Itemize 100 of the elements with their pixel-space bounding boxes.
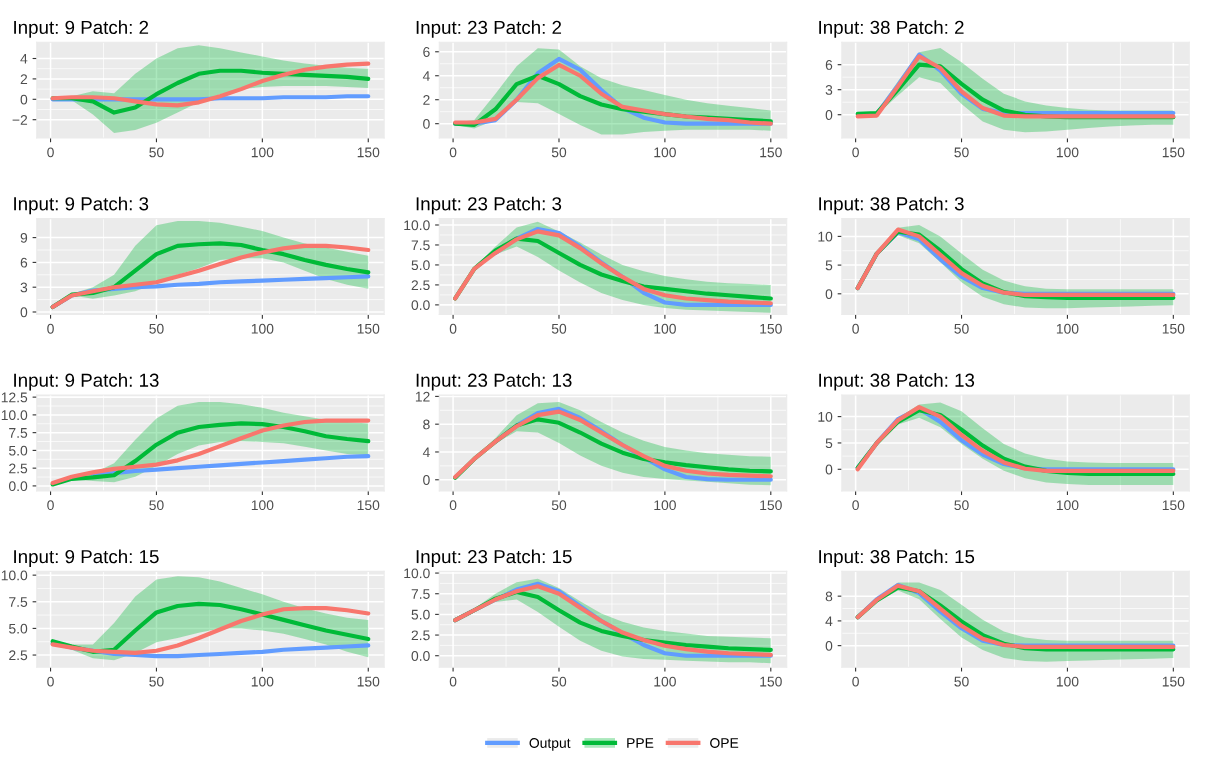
y-tick-label: 8 (825, 591, 833, 602)
y-tick-label: 5.0 (9, 623, 28, 634)
x-tick-label: 50 (149, 323, 164, 334)
y-tick-label: 2.5 (411, 280, 430, 291)
x-tick-label: 150 (760, 676, 782, 687)
y-tick-label: 0 (423, 475, 430, 485)
x-tick-label: 0 (47, 500, 54, 511)
y-tick-label: 0 (20, 94, 28, 105)
chart-title: Input: 23 Patch: 2 (416, 20, 562, 38)
y-tick-label: 10 (818, 411, 833, 422)
y-tick-label: 0 (825, 289, 833, 299)
line-series (453, 229, 773, 306)
x-tick-label: 150 (760, 323, 782, 334)
x-tick-label: 0 (47, 147, 54, 158)
x-tick-label: 100 (1056, 147, 1079, 158)
y-tick-label: 12.5 (1, 392, 28, 403)
x-tick-label: 50 (954, 147, 969, 158)
x-tick-label: 150 (1162, 147, 1185, 158)
x-tick-label: 50 (551, 500, 567, 511)
x-tick-label: 50 (954, 500, 969, 511)
x-tick-label: 100 (251, 147, 274, 158)
chart-title: Input: 38 Patch: 2 (819, 20, 964, 38)
y-tick-label: 7.5 (9, 597, 28, 607)
y-tick-label: 0 (423, 119, 430, 129)
y-tick-label: 4 (825, 616, 833, 626)
x-tick-label: 150 (357, 676, 380, 687)
y-tick-label: 0 (825, 640, 833, 651)
line-series (50, 61, 371, 108)
y-tick-label: 2.5 (9, 463, 28, 474)
x-tick-label: 100 (1056, 500, 1079, 511)
x-tick-label: 0 (449, 323, 457, 334)
y-tick-label: 0 (825, 464, 833, 475)
x-tick-label: 0 (47, 676, 54, 687)
x-tick-label: 50 (149, 147, 164, 158)
chart-title: Input: 9 Patch: 3 (14, 196, 149, 215)
x-tick-label: 100 (1056, 323, 1079, 334)
x-tick-label: 50 (954, 676, 969, 687)
y-tick-label: −2 (12, 115, 28, 125)
y-tick-label: 5.0 (9, 445, 28, 456)
chart-title: Input: 38 Patch: 13 (819, 373, 975, 391)
y-tick-label: 10.0 (1, 570, 28, 581)
legend-label: OPE (710, 738, 739, 748)
x-tick-label: 100 (654, 323, 676, 334)
y-tick-label: 4 (20, 53, 28, 64)
y-tick-label: 3 (825, 85, 833, 95)
x-tick-label: 100 (251, 676, 274, 687)
y-tick-label: 8 (423, 419, 430, 430)
x-tick-label: 100 (251, 500, 274, 511)
y-tick-label: 4 (422, 447, 430, 458)
x-tick-label: 50 (954, 323, 969, 334)
x-tick-label: 0 (852, 147, 859, 158)
y-tick-label: 10.0 (404, 220, 430, 231)
y-tick-label: 2.5 (411, 630, 430, 641)
x-tick-label: 50 (551, 147, 567, 158)
legend-label: PPE (627, 738, 654, 748)
y-tick-label: 6 (20, 257, 28, 268)
y-tick-label: 10.0 (404, 568, 430, 579)
chart-title: Input: 9 Patch: 15 (14, 549, 159, 567)
y-tick-label: 5 (825, 438, 833, 449)
y-tick-label: 10.0 (1, 410, 28, 421)
x-tick-label: 150 (1162, 500, 1185, 511)
chart-title: Input: 23 Patch: 3 (416, 196, 562, 215)
y-tick-label: 9 (20, 232, 28, 243)
chart-title: Input: 23 Patch: 13 (416, 373, 572, 391)
y-tick-label: 0.0 (8, 481, 28, 492)
chart-title: Input: 38 Patch: 3 (819, 196, 964, 215)
x-tick-label: 0 (449, 676, 457, 687)
y-tick-label: 2.5 (9, 650, 28, 661)
x-tick-label: 100 (654, 676, 676, 687)
x-tick-label: 150 (760, 500, 782, 511)
y-tick-label: 6 (423, 47, 430, 57)
x-tick-label: 50 (551, 676, 567, 687)
line-series (90, 453, 371, 478)
x-tick-label: 50 (149, 500, 164, 511)
y-tick-label: 7.5 (411, 589, 430, 599)
chart-title: Input: 38 Patch: 15 (819, 549, 975, 567)
y-tick-label: 2 (423, 95, 430, 105)
x-tick-label: 150 (760, 147, 782, 158)
y-tick-label: 0 (20, 307, 28, 318)
y-tick-label: 0 (825, 110, 833, 120)
x-tick-label: 0 (47, 323, 54, 334)
x-tick-label: 50 (551, 323, 567, 334)
legend-label: Output (529, 738, 571, 751)
chart-title: Input: 23 Patch: 15 (416, 549, 572, 567)
x-tick-label: 150 (1162, 676, 1185, 687)
y-tick-label: 12 (415, 391, 430, 402)
y-tick-label: 5.0 (411, 260, 430, 271)
x-tick-label: 100 (1056, 676, 1079, 687)
x-tick-label: 0 (852, 500, 859, 511)
x-tick-label: 150 (357, 147, 380, 158)
y-tick-label: 2 (20, 74, 28, 84)
x-tick-label: 150 (357, 323, 380, 334)
y-tick-label: 4 (422, 71, 430, 81)
y-tick-label: 7.5 (411, 240, 430, 251)
chart-title: Input: 9 Patch: 2 (14, 20, 149, 38)
y-tick-label: 5.0 (411, 609, 430, 620)
y-tick-label: 10 (818, 231, 833, 242)
x-tick-label: 50 (149, 676, 164, 687)
y-tick-label: 0.0 (411, 651, 430, 661)
x-tick-label: 150 (1162, 323, 1185, 334)
